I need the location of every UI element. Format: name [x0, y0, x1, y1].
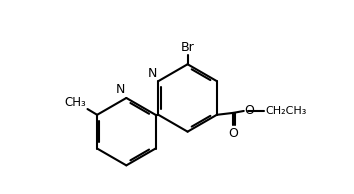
Text: N: N	[148, 67, 157, 80]
Text: O: O	[244, 104, 254, 117]
Text: CH₂CH₃: CH₂CH₃	[265, 106, 306, 116]
Text: O: O	[228, 127, 238, 140]
Text: N: N	[116, 83, 125, 96]
Text: CH₃: CH₃	[65, 96, 86, 109]
Text: Br: Br	[181, 41, 194, 54]
